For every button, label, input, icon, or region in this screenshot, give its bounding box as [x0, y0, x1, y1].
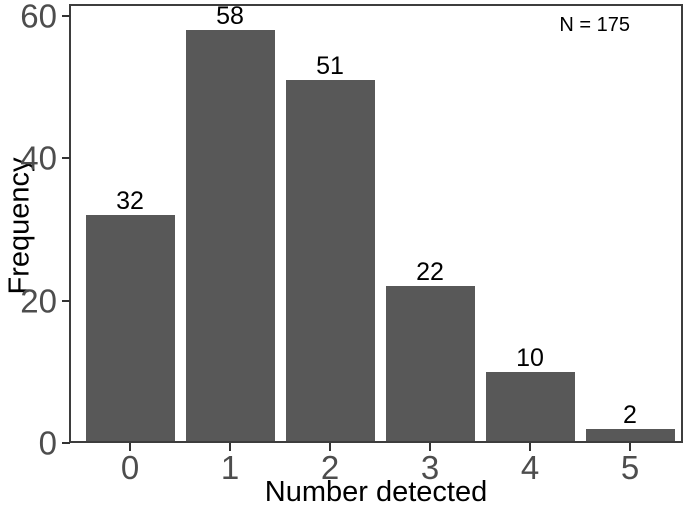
x-tick-label: 5: [620, 449, 640, 486]
x-tick-mark: [329, 443, 331, 451]
sample-size-annotation: N = 175: [559, 14, 630, 36]
bar-value-label: 51: [316, 52, 344, 81]
y-tick-mark: [62, 299, 70, 302]
x-tick-label: 2: [320, 449, 340, 486]
bar-5: [585, 428, 675, 443]
x-tick-mark: [529, 443, 531, 451]
x-tick-label: 4: [520, 449, 540, 486]
x-tick-label: 1: [220, 449, 240, 486]
bar-value-label: 2: [623, 400, 637, 429]
y-tick-mark: [62, 157, 70, 160]
y-tick-mark: [62, 442, 70, 444]
y-tick-label: 60: [20, 0, 57, 35]
x-tick-mark: [629, 443, 631, 451]
bar-0: [85, 215, 175, 443]
y-tick-label: 20: [20, 282, 57, 320]
bar-value-label: 58: [216, 2, 244, 31]
y-tick-label: 0: [38, 424, 57, 462]
bar-3: [385, 286, 475, 443]
y-tick-label: 40: [20, 139, 57, 177]
x-tick-mark: [229, 443, 231, 451]
y-tick-mark: [62, 15, 70, 17]
x-axis-title: Number detected: [264, 476, 488, 507]
bar-value-label: 32: [116, 187, 144, 216]
bar-4: [485, 371, 575, 443]
x-tick-mark: [429, 443, 431, 451]
x-tick-label: 0: [120, 449, 140, 486]
x-tick-label: 3: [420, 449, 440, 486]
x-tick-mark: [129, 443, 131, 451]
bar-1: [185, 30, 275, 443]
bar-2: [285, 80, 375, 443]
y-axis-title: Frequency: [3, 157, 36, 295]
bar-value-label: 10: [516, 343, 544, 372]
bar-value-label: 22: [416, 258, 444, 287]
